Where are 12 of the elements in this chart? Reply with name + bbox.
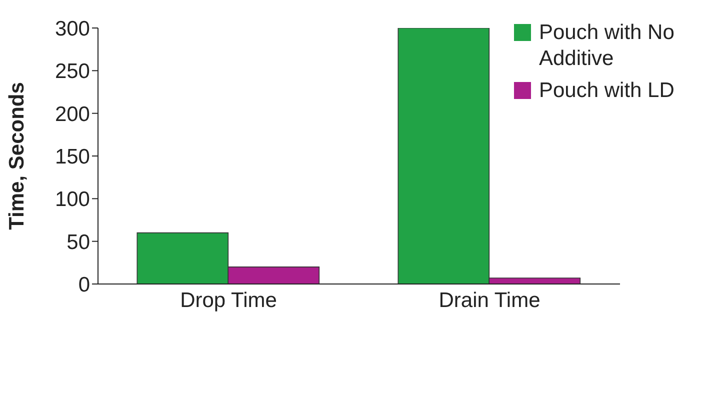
y-axis-title: Time, Seconds [5, 82, 28, 230]
y-tick-label: 150 [54, 145, 90, 168]
legend-label: Pouch with No Additive [539, 20, 676, 72]
legend-label: Pouch with LD [539, 78, 674, 104]
x-tick-label: Drain Time [438, 288, 540, 312]
x-tick-label: Drop Time [180, 288, 277, 312]
y-tick-label: 100 [54, 188, 90, 212]
y-tick-label: 250 [54, 60, 90, 84]
y-tick-label: 50 [66, 230, 90, 254]
y-tick-label: 300 [54, 17, 90, 40]
y-tick-label: 0 [78, 273, 90, 296]
y-tick-label: 200 [54, 102, 90, 126]
